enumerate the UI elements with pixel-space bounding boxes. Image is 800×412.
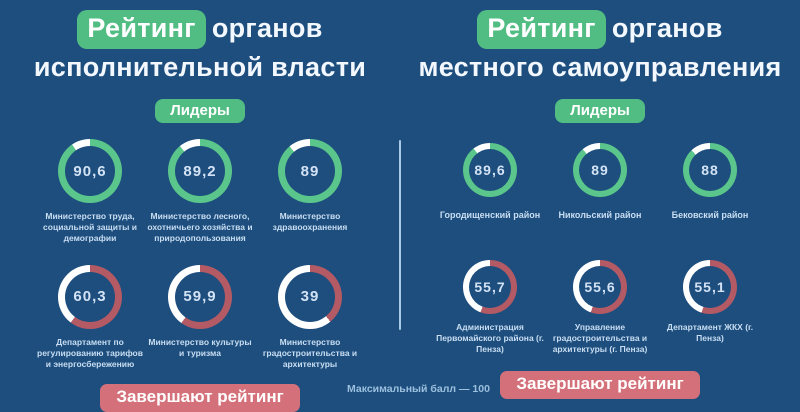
leaders-badge: Лидеры — [555, 99, 645, 123]
gauge-item: 89,6 Городищенский район — [435, 143, 545, 222]
gauge-label: Министерство культуры и туризма — [148, 336, 252, 358]
gauge-hole — [285, 146, 335, 196]
gauge-hole — [689, 265, 731, 308]
gauge-value: 89,2 — [183, 162, 217, 180]
donut-gauge: 60,3 — [58, 264, 122, 329]
gauge-hole — [579, 265, 621, 308]
donut-gauge: 55,1 — [683, 259, 737, 314]
gauge-label: Департамент ЖКХ (г. Пенза) — [666, 321, 754, 344]
gauge-label: Министерство градостроительства и архите… — [262, 336, 358, 370]
vertical-divider — [399, 140, 401, 330]
title-line-2: местного самоуправления — [418, 52, 782, 82]
title-line-2: исполнительной власти — [33, 52, 367, 82]
donut-gauge: 55,6 — [573, 259, 627, 314]
leaders-badge: Лидеры — [155, 99, 245, 123]
gauge-hole — [65, 271, 115, 322]
donut-gauge: 39 — [278, 264, 342, 329]
gauge-item: 60,3 Департамент по регулированию тарифо… — [35, 264, 145, 371]
section-local-government: Рейтинг органов местного самоуправления Л… — [400, 0, 800, 412]
gauge-item: 55,1 Департамент ЖКХ (г. Пенза) — [655, 259, 765, 356]
gauge-value: 55,1 — [694, 278, 726, 295]
title-highlight-badge: Рейтинг — [477, 10, 606, 49]
gauge-item: 89,2 Министерство лесного, охотничьего х… — [145, 139, 255, 245]
gauge-value: 88 — [701, 162, 719, 178]
gauge-value: 89 — [591, 162, 609, 178]
gauge-hole — [579, 149, 621, 191]
gauge-item: 55,7 Администрация Первомайского района … — [435, 259, 545, 356]
leaders-gauge-row: 90,6 Министерство труда, социальной защи… — [35, 139, 365, 245]
title-highlight-badge: Рейтинг — [77, 10, 206, 49]
gauge-value: 39 — [300, 288, 320, 306]
bottom-badge: Завершают рейтинг — [100, 384, 300, 412]
donut-gauge: 89,6 — [463, 143, 517, 197]
gauge-label: Министерство труда, социальной защиты и … — [43, 211, 137, 244]
donut-gauge: 89 — [278, 139, 342, 203]
gauge-item: 90,6 Министерство труда, социальной защи… — [35, 139, 145, 245]
gauge-value: 90,6 — [73, 162, 107, 180]
gauge-label: Городищенский район — [439, 210, 541, 220]
gauge-value: 60,3 — [73, 288, 107, 306]
gauge-hole — [65, 146, 115, 196]
donut-gauge: 88 — [683, 143, 737, 197]
bottom-gauge-row: 60,3 Департамент по регулированию тарифо… — [35, 264, 365, 371]
gauge-item: 88 Бековский район — [655, 143, 765, 222]
bottom-badge: Завершают рейтинг — [500, 370, 700, 399]
gauge-hole — [469, 265, 511, 308]
title-rest: органов — [211, 13, 323, 43]
gauge-label: Департамент по регулированию тарифов и э… — [37, 336, 143, 370]
max-score-note: Максимальный балл — 100 — [347, 383, 490, 395]
gauge-hole — [175, 271, 225, 322]
donut-gauge: 89,2 — [168, 139, 232, 203]
gauge-label: Администрация Первомайского района (г. П… — [436, 321, 544, 355]
title-rest: органов — [611, 13, 723, 43]
gauge-item: 55,6 Управление градостроительства и арх… — [545, 259, 655, 356]
bottom-gauge-row: 55,7 Администрация Первомайского района … — [435, 259, 765, 356]
title-line-1: Рейтинг органов — [34, 10, 366, 49]
section-title-local: Рейтинг органов местного самоуправления — [418, 10, 781, 86]
gauge-label: Министерство здравоохранения — [272, 211, 348, 233]
gauge-value: 55,6 — [584, 278, 616, 295]
gauge-hole — [175, 146, 225, 196]
gauge-label: Управление градостроительства и архитект… — [552, 321, 648, 355]
gauge-hole — [689, 149, 731, 191]
title-line-1: Рейтинг органов — [418, 10, 781, 49]
gauge-item: 59,9 Министерство культуры и туризма — [145, 264, 255, 371]
gauge-label: Министерство лесного, охотничьего хозяйс… — [147, 211, 253, 244]
gauge-label: Бековский район — [671, 210, 749, 220]
gauge-item: 39 Министерство градостроительства и арх… — [255, 264, 365, 371]
section-executive-authorities: Рейтинг органов исполнительной власти Лид… — [34, 10, 366, 412]
gauge-item: 89 Министерство здравоохранения — [255, 139, 365, 245]
gauge-hole — [469, 149, 511, 191]
gauge-value: 89 — [300, 162, 320, 180]
leaders-gauge-row: 89,6 Городищенский район 89 Никольский р… — [435, 143, 765, 222]
donut-gauge: 55,7 — [463, 259, 517, 314]
donut-gauge: 90,6 — [58, 139, 122, 203]
section-title-executive: Рейтинг органов исполнительной власти — [34, 10, 366, 86]
gauge-label: Никольский район — [558, 210, 642, 220]
donut-gauge: 89 — [573, 143, 627, 197]
gauge-value: 55,7 — [474, 278, 506, 295]
gauge-value: 59,9 — [183, 288, 217, 306]
donut-gauge: 59,9 — [168, 264, 232, 329]
gauge-hole — [285, 271, 335, 322]
gauge-item: 89 Никольский район — [545, 143, 655, 222]
gauge-value: 89,6 — [474, 162, 506, 178]
